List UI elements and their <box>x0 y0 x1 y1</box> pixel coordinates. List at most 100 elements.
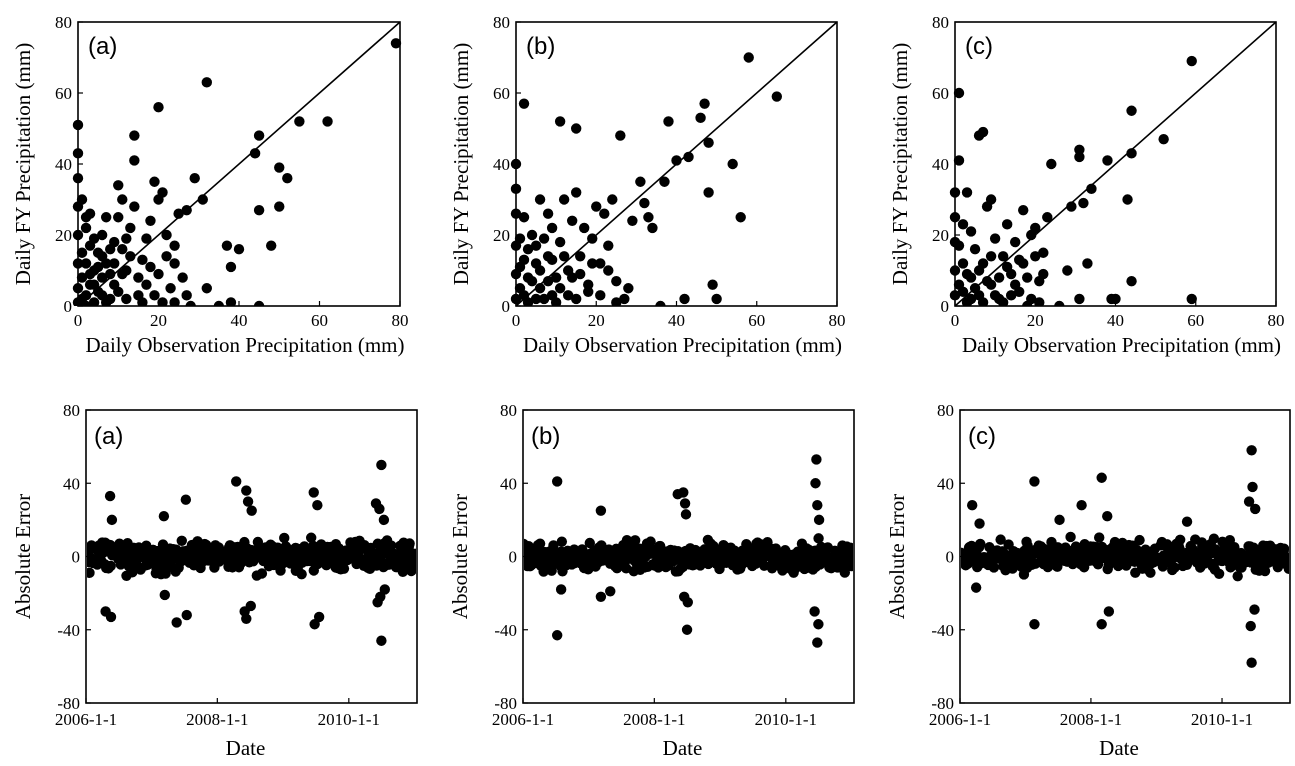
x-tick-label: 80 <box>829 311 846 330</box>
data-point <box>566 215 578 226</box>
y-tick-label: 0 <box>509 548 518 567</box>
y-tick-label: 60 <box>493 84 510 103</box>
data-point <box>129 155 140 166</box>
data-point <box>743 52 754 63</box>
data-point <box>635 176 646 187</box>
y-tick-label: 80 <box>55 13 72 32</box>
data-point <box>104 490 116 502</box>
data-point <box>100 297 112 306</box>
data-point <box>680 509 692 520</box>
data-point <box>1076 500 1087 511</box>
data-point <box>607 194 618 205</box>
data-point <box>233 244 245 255</box>
data-point <box>189 173 200 184</box>
data-point <box>1246 657 1257 668</box>
data-point <box>566 272 578 283</box>
data-point <box>993 272 1005 283</box>
data-point <box>113 212 124 223</box>
y-tick-label: 40 <box>493 155 510 174</box>
data-point <box>296 568 307 580</box>
data-point <box>141 279 152 290</box>
data-point <box>995 534 1006 545</box>
data-point <box>551 630 563 641</box>
y-tick-label: 40 <box>500 474 517 493</box>
data-point <box>241 485 252 496</box>
data-point <box>555 584 567 595</box>
data-point <box>1208 533 1220 544</box>
one-to-one-line <box>77 21 401 307</box>
data-point <box>279 532 290 544</box>
data-point <box>181 290 192 301</box>
data-point <box>242 496 254 507</box>
y-tick-label: 80 <box>932 13 949 32</box>
data-point <box>177 272 188 283</box>
data-point <box>957 219 969 230</box>
data-point <box>1038 247 1049 258</box>
data-point <box>584 537 595 549</box>
data-point <box>981 201 993 212</box>
data-point <box>72 229 84 241</box>
data-point <box>530 293 542 305</box>
data-point <box>225 297 237 306</box>
data-point <box>587 258 598 269</box>
data-point <box>76 247 88 258</box>
data-point <box>1046 158 1057 170</box>
data-point <box>973 265 985 276</box>
data-point <box>1103 606 1115 617</box>
y-tick-label: 0 <box>946 548 955 567</box>
data-point <box>1259 565 1271 577</box>
data-point <box>518 98 530 109</box>
data-point <box>109 258 120 269</box>
data-point <box>1009 279 1021 290</box>
data-point <box>974 518 985 529</box>
y-tick-label: 0 <box>64 297 73 316</box>
scatter-panel-c: 0 20 40 60 80 0 20 40 60 80 (c) Daily Observation P… <box>888 13 1285 357</box>
x-axis-label: Date <box>1099 736 1139 760</box>
x-axis-label: Daily Observation Precipitation (mm) <box>85 333 404 357</box>
y-axis-label: Absolute Error <box>448 494 472 619</box>
data-point <box>570 123 582 134</box>
data-point <box>1078 197 1089 209</box>
y-tick-label: 20 <box>55 226 72 245</box>
data-point <box>1243 496 1255 507</box>
data-point <box>1014 254 1025 266</box>
y-axis-label: Daily FY Precipitation (mm) <box>11 43 35 285</box>
data-point <box>72 283 84 294</box>
data-point <box>1186 55 1197 67</box>
data-point <box>1001 261 1013 273</box>
data-point <box>579 222 590 234</box>
data-point <box>570 293 582 305</box>
x-tick-label: 40 <box>231 311 248 330</box>
data-point <box>149 290 160 301</box>
data-point <box>570 187 582 198</box>
data-point <box>510 268 522 280</box>
panel-label: (a) <box>88 33 117 60</box>
data-point <box>969 283 981 294</box>
data-point <box>1038 268 1049 280</box>
x-tick-label: 2010-1-1 <box>1191 710 1253 729</box>
data-point <box>530 240 542 251</box>
y-tick-label: 80 <box>493 13 510 32</box>
data-point <box>197 194 208 205</box>
data-point <box>961 268 973 280</box>
data-point <box>627 215 638 226</box>
y-tick-label: 60 <box>55 84 72 103</box>
y-tick-label: 40 <box>937 474 954 493</box>
data-point <box>558 194 570 205</box>
x-axis-label: Date <box>663 736 703 760</box>
data-point <box>554 236 566 248</box>
x-axis-label: Daily Observation Precipitation (mm) <box>962 333 1281 357</box>
scatter-panel-a: 0 20 40 60 80 0 20 40 60 80 (a) Daily Observation P… <box>11 13 409 357</box>
data-point <box>80 300 92 306</box>
data-point <box>137 254 148 266</box>
data-point <box>201 77 212 88</box>
data-point <box>313 611 325 623</box>
data-point <box>1026 229 1037 241</box>
data-point <box>603 240 614 251</box>
data-point <box>595 505 607 516</box>
data-point <box>623 283 634 294</box>
data-point <box>957 258 969 269</box>
data-point <box>1102 511 1113 522</box>
data-point <box>153 268 164 280</box>
data-point <box>975 538 986 550</box>
